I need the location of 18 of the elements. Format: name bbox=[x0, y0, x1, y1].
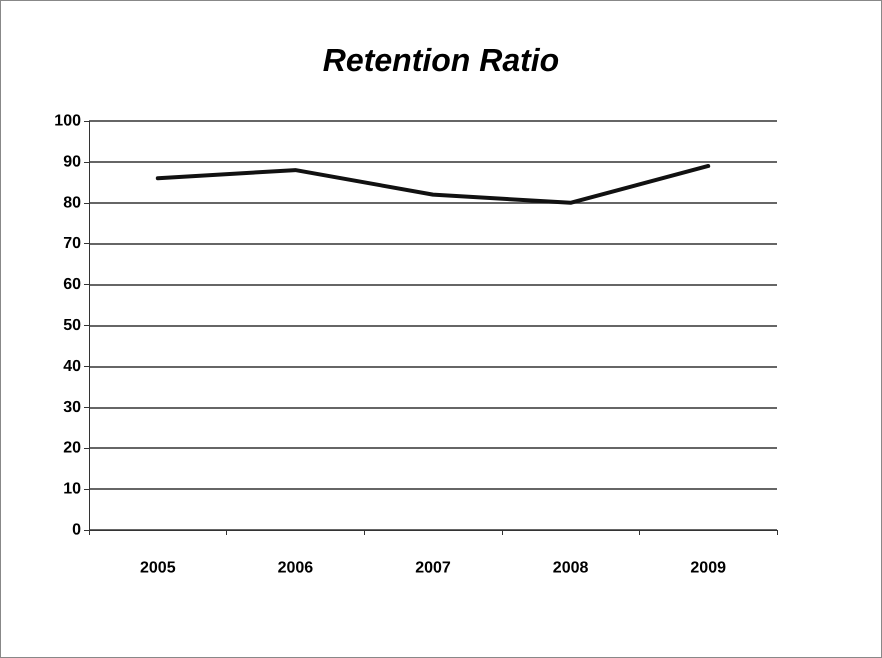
y-tick-label: 100 bbox=[54, 112, 82, 130]
y-tick-label: 30 bbox=[63, 398, 82, 416]
chart-title: Retention Ratio bbox=[322, 42, 560, 78]
y-tick-label: 80 bbox=[63, 194, 82, 212]
x-tick-label: 2005 bbox=[140, 560, 176, 576]
x-tick-label: 2009 bbox=[690, 560, 726, 576]
y-tick-label: 70 bbox=[63, 235, 82, 252]
y-tick-label: 90 bbox=[63, 153, 82, 170]
y-tick-label: 50 bbox=[63, 317, 82, 334]
y-tick-label: 40 bbox=[63, 358, 82, 375]
x-tick-label: 2007 bbox=[415, 560, 451, 576]
y-tick-label: 20 bbox=[63, 440, 82, 457]
line-series bbox=[156, 164, 710, 205]
y-tick-label: 0 bbox=[72, 522, 82, 538]
x-tick-label: 2008 bbox=[552, 560, 588, 576]
y-tick-label: 60 bbox=[63, 276, 82, 294]
y-tick-label: 10 bbox=[63, 480, 82, 498]
x-tick-label: 2006 bbox=[278, 560, 314, 576]
